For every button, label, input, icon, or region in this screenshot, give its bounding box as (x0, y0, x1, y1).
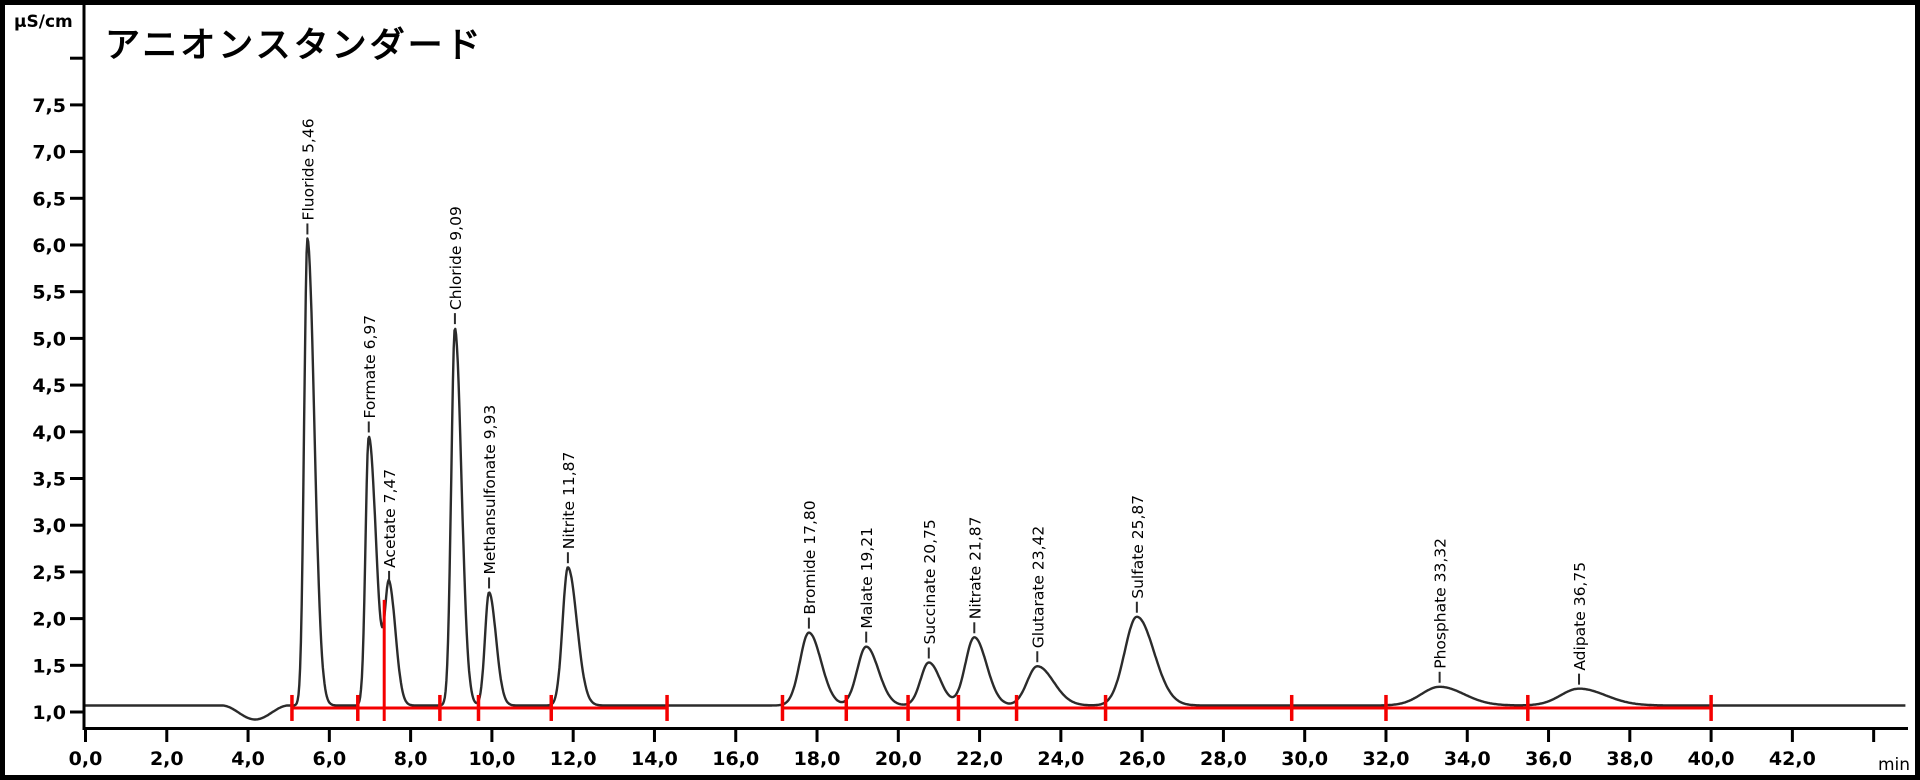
peak-label: Acetate 7,47 (381, 469, 399, 568)
x-tick-label: 24,0 (1037, 748, 1084, 770)
peak-label: Nitrate 21,87 (966, 517, 984, 620)
chromatogram-plot: 1,0 1,5 2,0 2,5 3,0 3,5 4,0 4,5 5,0 5,5 6,0 6,5 7,0 7… (32, 5, 1910, 775)
y-tick-label: 5,0 (32, 328, 66, 350)
peak-label: Adipate 36,75 (1571, 562, 1589, 671)
x-tick-label: 6,0 (313, 748, 347, 770)
x-tick-label: 40,0 (1688, 748, 1735, 770)
peak-label: Malate 19,21 (858, 527, 876, 629)
y-tick-label: 5,5 (32, 282, 66, 304)
y-tick-label: 4,0 (32, 422, 66, 444)
peak-label: Sulfate 25,87 (1129, 495, 1147, 599)
x-tick-label: 22,0 (956, 748, 1003, 770)
peak-label: Bromide 17,80 (801, 500, 819, 614)
y-tick-label: 4,5 (32, 375, 66, 397)
peak-label: Succinate 20,75 (921, 519, 939, 644)
x-tick-label: 0,0 (69, 748, 103, 770)
y-tick-label: 2,5 (32, 562, 66, 584)
peak-label: Nitrite 11,87 (560, 452, 578, 550)
y-tick-label: 7,5 (32, 95, 66, 117)
y-tick-label: 2,0 (32, 609, 66, 631)
x-tick-label: 28,0 (1200, 748, 1247, 770)
peak-label: Glutarate 23,42 (1029, 526, 1047, 649)
y-tick-label: 6,0 (32, 235, 66, 257)
peak-label: Chloride 9,09 (447, 206, 465, 310)
y-tick-label: 1,0 (32, 702, 66, 724)
x-tick-label: 36,0 (1525, 748, 1572, 770)
signal-trace (85, 237, 1906, 721)
x-tick-label: 12,0 (550, 748, 597, 770)
y-tick-label: 1,5 (32, 655, 66, 677)
x-tick-label: 30,0 (1281, 748, 1328, 770)
x-tick-label: 10,0 (468, 748, 515, 770)
x-tick-label: 18,0 (794, 748, 841, 770)
x-tick-label: 8,0 (394, 748, 428, 770)
x-tick-label: 20,0 (875, 748, 922, 770)
peak-label: Phosphate 33,32 (1432, 538, 1450, 669)
x-axis-unit-label: min (1878, 755, 1910, 775)
y-tick-label: 3,0 (32, 515, 66, 537)
y-tick-label: 3,5 (32, 469, 66, 491)
peak-label: Fluoride 5,46 (299, 118, 317, 220)
x-tick-label: 26,0 (1119, 748, 1166, 770)
y-tick-label: 6,5 (32, 188, 66, 210)
y-axis-unit-label: µS/cm (14, 12, 73, 32)
x-tick-label: 34,0 (1444, 748, 1491, 770)
x-tick-label: 2,0 (150, 748, 184, 770)
peak-label: Formate 6,97 (361, 315, 379, 419)
x-tick-label: 4,0 (231, 748, 265, 770)
x-tick-label: 38,0 (1606, 748, 1653, 770)
x-tick-label: 32,0 (1363, 748, 1410, 770)
x-tick-label: 14,0 (631, 748, 678, 770)
x-tick-label: 42,0 (1769, 748, 1816, 770)
peak-label: Methansulfonate 9,93 (481, 405, 499, 575)
y-tick-label: 7,0 (32, 142, 66, 164)
chart-title: アニオンスタンダード (105, 26, 484, 66)
x-tick-label: 16,0 (712, 748, 759, 770)
